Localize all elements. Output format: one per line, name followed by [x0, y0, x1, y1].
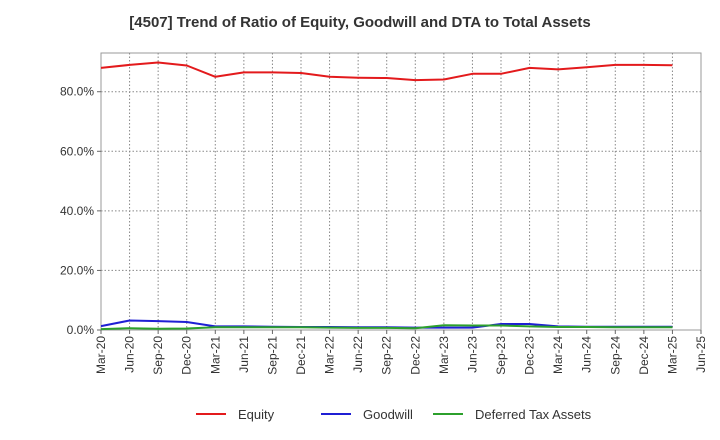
- series-line-equity: [100, 61, 673, 82]
- y-tick-label: 20.0%: [60, 263, 94, 277]
- x-tick-label: Sep-20: [151, 336, 165, 375]
- x-tick-label: Jun-25: [694, 336, 708, 373]
- legend-label: Goodwill: [363, 407, 413, 422]
- x-tick-label: Mar-20: [94, 336, 108, 374]
- x-tick-label: Dec-24: [637, 336, 651, 375]
- x-tick-label: Mar-21: [208, 336, 222, 374]
- x-tick-label: Jun-22: [351, 336, 365, 373]
- x-tick-label: Jun-21: [237, 336, 251, 373]
- x-tick-label: Sep-23: [494, 336, 508, 375]
- x-tick-label: Mar-23: [437, 336, 451, 374]
- legend-label: Equity: [238, 407, 275, 422]
- x-tick-label: Mar-25: [665, 336, 679, 374]
- x-tick-label: Mar-22: [323, 336, 337, 374]
- x-tick-label: Mar-24: [551, 336, 565, 374]
- legend-label: Deferred Tax Assets: [475, 407, 592, 422]
- y-tick-label: 80.0%: [60, 85, 94, 99]
- x-tick-label: Dec-23: [523, 336, 537, 375]
- x-tick-label: Sep-24: [608, 336, 622, 375]
- x-tick-label: Dec-22: [408, 336, 422, 375]
- plot-area-frame: [100, 52, 702, 331]
- chart-title: [4507] Trend of Ratio of Equity, Goodwil…: [129, 14, 591, 31]
- y-tick-label: 40.0%: [60, 204, 94, 218]
- y-tick-label: 0.0%: [67, 323, 95, 337]
- x-tick-label: Dec-20: [180, 336, 194, 375]
- x-tick-label: Sep-21: [265, 336, 279, 375]
- x-tick-label: Jun-23: [465, 336, 479, 373]
- y-tick-label: 60.0%: [60, 144, 94, 158]
- x-tick-label: Jun-24: [580, 336, 594, 373]
- x-tick-label: Dec-21: [294, 336, 308, 375]
- series-line-deferred-tax-assets: [100, 324, 673, 331]
- x-tick-label: Jun-20: [123, 336, 137, 373]
- x-tick-label: Sep-22: [380, 336, 394, 375]
